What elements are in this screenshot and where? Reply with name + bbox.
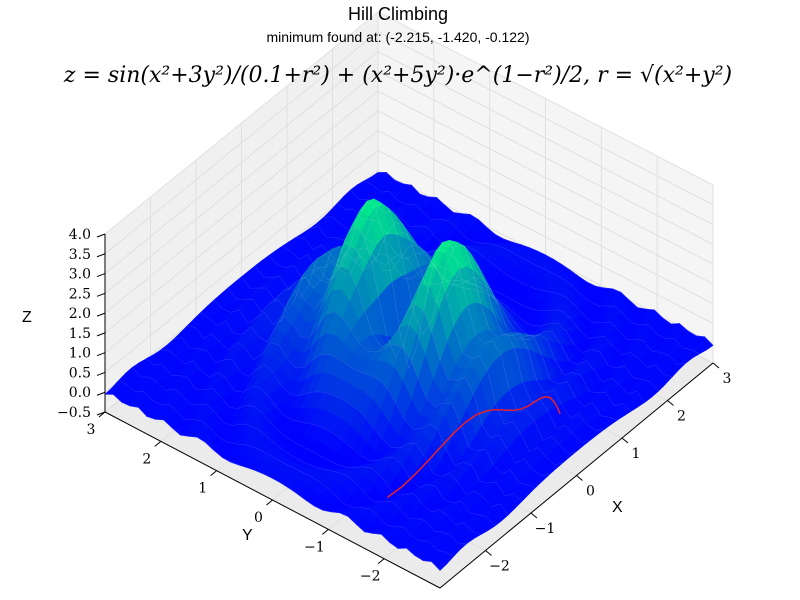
grid-line — [377, 130, 714, 305]
y-tick-label: 2 — [142, 451, 151, 467]
y-tick — [322, 528, 329, 535]
axes: −2−10123−2−10123−0.50.00.51.01.52.02.53.… — [57, 227, 732, 589]
z-tick-label: 1.5 — [69, 326, 91, 342]
y-tick-label: −2 — [360, 569, 381, 585]
surface-face — [431, 555, 448, 571]
z-tick-label: 3.5 — [69, 247, 91, 263]
grid-line — [104, 31, 379, 255]
grid-line — [377, 11, 714, 186]
z-tick-label: 2.5 — [69, 286, 91, 302]
grid-line — [104, 150, 379, 373]
z-tick — [96, 332, 106, 337]
grid-line — [104, 70, 379, 294]
z-tick-label: 0.5 — [69, 365, 91, 381]
y-axis-label: Y — [242, 527, 253, 544]
z-tick-label: 2.0 — [69, 306, 91, 322]
surface-mesh-line — [282, 244, 618, 421]
surface-mesh-line — [268, 221, 604, 431]
x-tick — [621, 437, 629, 444]
grid-line — [377, 90, 714, 265]
x-tick — [667, 400, 674, 406]
x-tick — [712, 362, 720, 369]
surface-mesh-line — [145, 358, 482, 535]
surface-mesh-line — [350, 189, 686, 365]
surface-mesh-line — [377, 172, 714, 346]
x-tick-label: −2 — [489, 559, 510, 575]
grid-line — [377, 70, 714, 245]
grid-line — [104, 110, 379, 334]
climb-path-line — [387, 395, 561, 498]
surface-mesh-line — [309, 225, 645, 403]
y-tick — [154, 440, 162, 447]
z-tick-label: 0.0 — [69, 385, 91, 401]
y-tick-label: 3 — [87, 422, 96, 438]
chart-subtitle: minimum found at: (-2.215, -1.420, -0.12… — [266, 29, 529, 45]
z-tick-label: −0.5 — [57, 405, 91, 421]
x-tick-label: 1 — [632, 446, 641, 462]
surface-mesh-line — [227, 224, 563, 466]
z-tick-label: 4.0 — [69, 227, 91, 243]
z-tick — [96, 292, 106, 297]
z-tick-label: 1.0 — [69, 346, 91, 362]
z-tick — [96, 391, 106, 396]
grid-line — [104, 11, 379, 235]
grid-line — [377, 51, 714, 225]
surface-plot — [104, 172, 714, 571]
surface-mesh-line — [336, 203, 673, 378]
x-tick-label: −1 — [535, 521, 556, 537]
surface-mesh-line — [104, 394, 441, 571]
surface-mesh-line — [241, 200, 577, 455]
z-tick-label: 3.0 — [69, 267, 91, 283]
surface-mesh-line — [296, 237, 632, 412]
y-tick-label: −1 — [304, 539, 325, 555]
x-tick — [576, 475, 583, 481]
grid-line — [377, 110, 714, 285]
y-tick — [377, 558, 385, 565]
grid-line — [104, 90, 379, 314]
grid-line — [377, 150, 714, 324]
surface-mesh-line — [254, 202, 591, 443]
surface-mesh-line — [323, 216, 659, 392]
grid-line — [104, 51, 379, 274]
z-tick — [96, 352, 106, 357]
y-tick-label: 1 — [198, 481, 207, 497]
z-tick — [96, 411, 106, 416]
x-tick-label: 2 — [677, 409, 686, 425]
z-tick — [96, 312, 106, 317]
x-tick-label: 0 — [586, 484, 595, 500]
y-tick — [210, 470, 217, 477]
x-tick-label: 3 — [723, 371, 732, 387]
z-tick — [96, 273, 106, 278]
x-axis-label: X — [612, 499, 623, 516]
chart-title: Hill Climbing — [348, 4, 448, 24]
z-tick — [96, 253, 106, 258]
x-tick — [485, 550, 492, 556]
surface-mesh-line — [132, 367, 468, 545]
climb-path — [387, 395, 561, 498]
z-tick — [96, 371, 106, 376]
surface-mesh-line — [200, 311, 536, 488]
y-tick-label: 0 — [254, 510, 263, 526]
equation-label: z = sin(x²+3y²)/(0.1+r²) + (x²+5y²)·e^(1… — [63, 63, 732, 88]
surface-mesh-line — [214, 266, 550, 476]
y-tick — [266, 499, 273, 506]
surface-mesh-line — [159, 349, 495, 527]
grid-line — [104, 130, 379, 354]
surface-mesh-line — [364, 180, 700, 355]
x-tick — [530, 512, 538, 519]
surface-mesh-line — [118, 380, 454, 557]
z-axis-label: Z — [22, 309, 32, 326]
z-tick — [96, 233, 106, 238]
grid-line — [377, 31, 714, 206]
surface-mesh-line — [173, 336, 509, 515]
surface-mesh-line — [186, 325, 523, 502]
